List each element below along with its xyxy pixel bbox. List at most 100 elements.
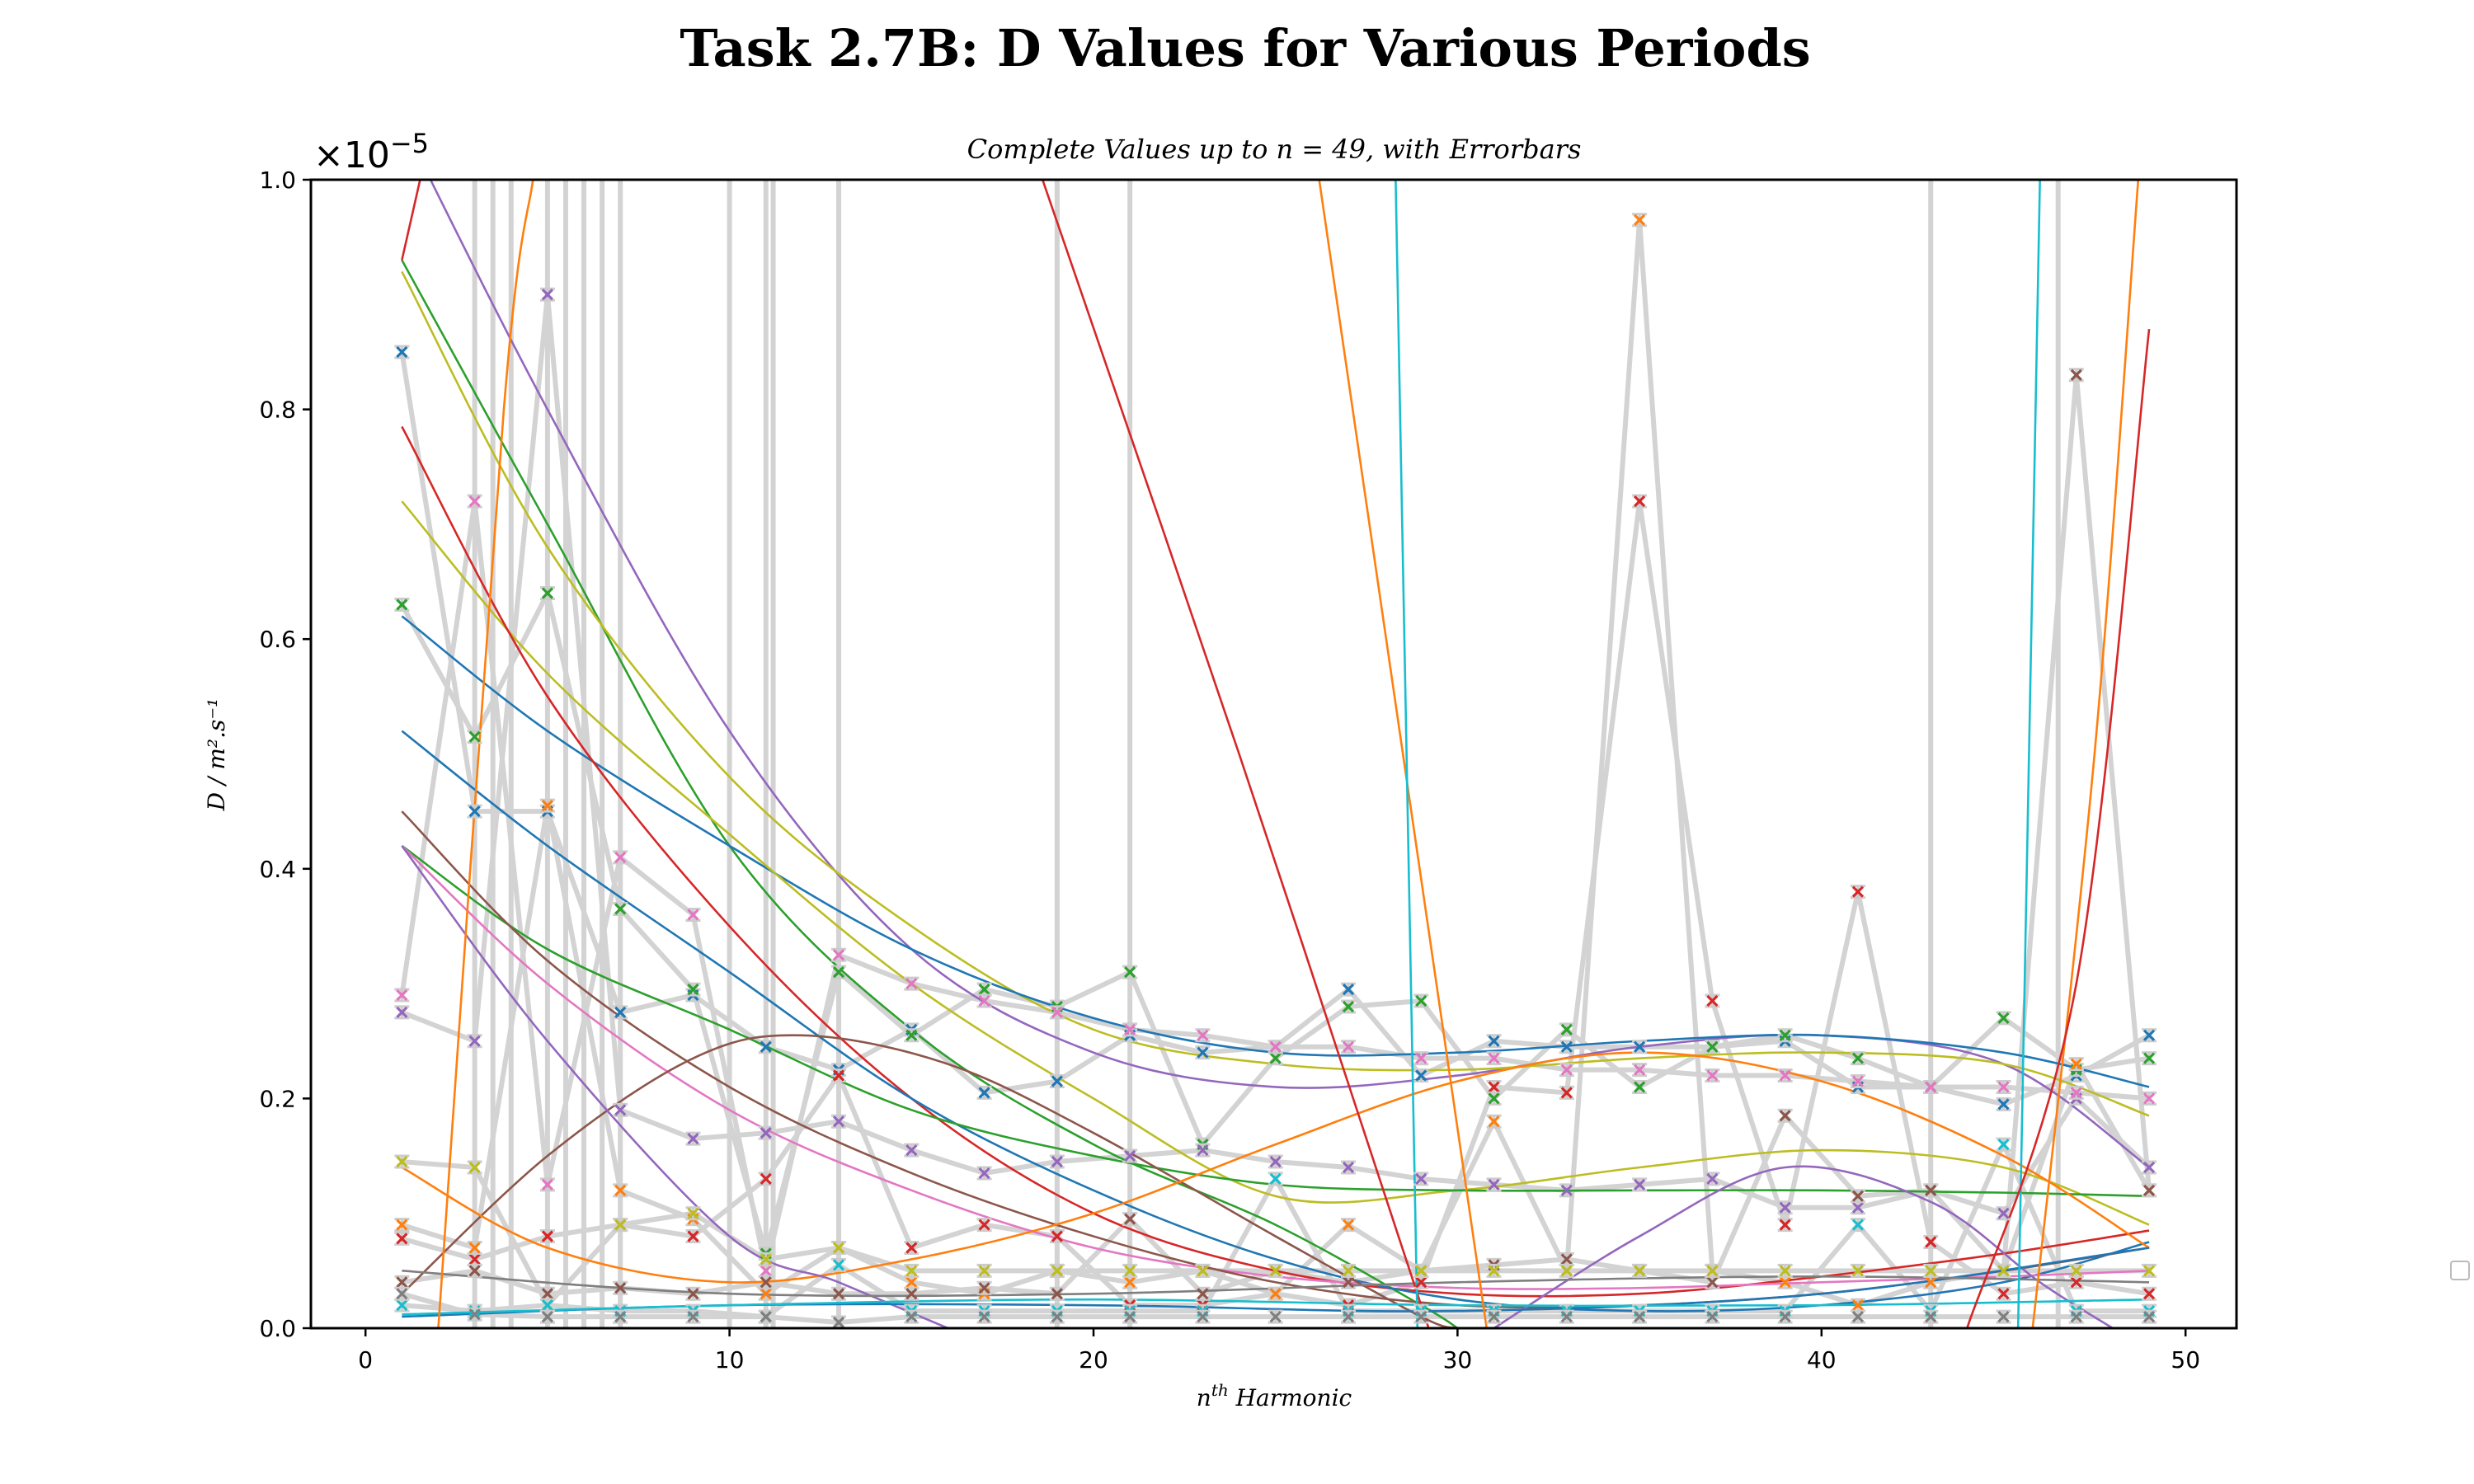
y-tick-label-3: 0.6 <box>259 626 296 653</box>
x-marker <box>687 983 699 996</box>
x-marker <box>541 800 554 812</box>
x-axis-ticks: 0 10 20 30 40 50 <box>358 1328 2200 1374</box>
fit-curve-layer <box>401 180 2151 1328</box>
y-multiplier-exponent: −5 <box>390 128 429 159</box>
x-marker <box>2142 1265 2156 1277</box>
x-marker <box>396 1276 408 1289</box>
x-marker <box>1269 1052 1282 1064</box>
data-point-s4-10 <box>1122 1022 1138 1037</box>
data-point-s9-0 <box>394 1286 410 1301</box>
x-marker <box>760 1127 772 1139</box>
x-marker <box>1269 1172 1282 1186</box>
data-point-s0-0 <box>394 345 410 359</box>
data-point-s4-24 <box>2142 1091 2157 1106</box>
data-point-s0-22 <box>1996 1097 2011 1111</box>
data-point-s3-16 <box>1559 1183 1574 1198</box>
data-point-s4-4 <box>685 908 701 923</box>
x-marker <box>2142 1092 2156 1105</box>
data-point-s7-4 <box>685 1206 701 1221</box>
data-point-s3-5 <box>758 1125 774 1140</box>
data-point-s3-11 <box>1195 1143 1211 1158</box>
x-marker <box>1997 1207 2010 1219</box>
x-marker <box>1925 1310 1937 1323</box>
x-marker <box>1925 1265 1937 1277</box>
x-marker <box>1779 1219 1791 1231</box>
data-point-s4-12 <box>1268 1040 1283 1054</box>
x-marker <box>1706 1069 1719 1082</box>
x-marker <box>1779 1310 1791 1323</box>
data-point-s1-20 <box>1850 885 1865 899</box>
data-point-s2-4 <box>685 982 701 997</box>
x-marker <box>1488 1310 1500 1323</box>
data-point-s3-15 <box>1486 1177 1502 1192</box>
x-marker <box>2142 1184 2156 1196</box>
x-marker <box>1706 1172 1719 1186</box>
x-marker <box>1051 1075 1064 1087</box>
x-marker <box>541 1288 554 1300</box>
x-marker <box>760 1253 772 1266</box>
x-marker <box>614 1310 627 1323</box>
x-marker <box>832 1069 845 1082</box>
x-marker <box>1560 1184 1573 1196</box>
data-point-s8-6 <box>831 1257 847 1272</box>
x-marker <box>687 909 699 921</box>
x-marker <box>1124 1310 1136 1323</box>
data-point-s9-9 <box>1049 1309 1065 1324</box>
x-marker <box>832 1288 845 1300</box>
data-point-s9-12 <box>1268 1309 1283 1324</box>
data-point-s9-14 <box>1413 1309 1429 1324</box>
y-axis-label: D / m².s⁻¹ <box>203 698 230 812</box>
x-marker <box>1197 1144 1209 1157</box>
plot-frame <box>309 178 2238 1330</box>
fit-curve-18 <box>1318 180 1489 1328</box>
series-connector-5 <box>401 217 2152 1308</box>
data-point-s9-10 <box>1122 1309 1138 1324</box>
x-marker <box>1560 1265 1573 1277</box>
data-point-s3-2 <box>539 287 555 302</box>
x-marker <box>978 1310 990 1323</box>
data-point-s1-7 <box>904 1240 920 1255</box>
x-marker <box>978 983 990 996</box>
x-marker <box>1342 1040 1355 1053</box>
x-marker <box>1415 1069 1427 1082</box>
x-marker <box>1415 1310 1427 1323</box>
y-tick-label-2: 0.4 <box>259 856 296 883</box>
x-marker <box>468 805 481 818</box>
data-point-s3-8 <box>976 1166 992 1181</box>
data-point-s4-0 <box>394 988 410 1003</box>
series-connector-3 <box>401 292 2152 1216</box>
data-point-s0-5 <box>758 1040 774 1054</box>
data-point-s2-13 <box>1340 999 1356 1014</box>
data-point-s4-3 <box>613 850 628 865</box>
x-tick-label-3: 30 <box>1443 1346 1473 1374</box>
x-marker <box>614 1219 627 1231</box>
data-point-s0-24 <box>2142 1028 2157 1043</box>
x-marker <box>396 1288 408 1300</box>
x-marker <box>905 1288 918 1300</box>
x-marker <box>2070 1058 2082 1070</box>
x-marker <box>832 966 845 979</box>
x-marker <box>1197 1310 1209 1323</box>
x-marker <box>905 1265 918 1277</box>
fit-curve-2 <box>401 270 2150 1117</box>
data-point-s9-11 <box>1195 1309 1211 1324</box>
x-marker <box>978 1265 990 1277</box>
data-point-s7-12 <box>1268 1263 1283 1278</box>
data-point-s9-2 <box>539 1309 555 1324</box>
data-point-s5-15 <box>1486 1114 1502 1129</box>
x-marker <box>1851 1265 1865 1277</box>
x-marker <box>468 1035 481 1047</box>
data-point-s5-13 <box>1340 1218 1356 1233</box>
fit-curve-23 <box>1966 328 2151 1328</box>
data-point-s5-1 <box>467 1240 482 1255</box>
x-marker <box>760 1276 772 1289</box>
data-point-s4-11 <box>1195 1028 1211 1043</box>
data-point-s3-0 <box>394 1005 410 1020</box>
data-point-s1-19 <box>1777 1218 1793 1233</box>
data-point-s2-17 <box>1632 1079 1648 1094</box>
data-point-s2-15 <box>1486 1091 1502 1106</box>
x-marker <box>1779 1029 1791 1041</box>
data-point-s7-17 <box>1632 1263 1648 1278</box>
data-point-s3-19 <box>1777 1200 1793 1215</box>
data-point-s3-3 <box>613 1102 628 1117</box>
